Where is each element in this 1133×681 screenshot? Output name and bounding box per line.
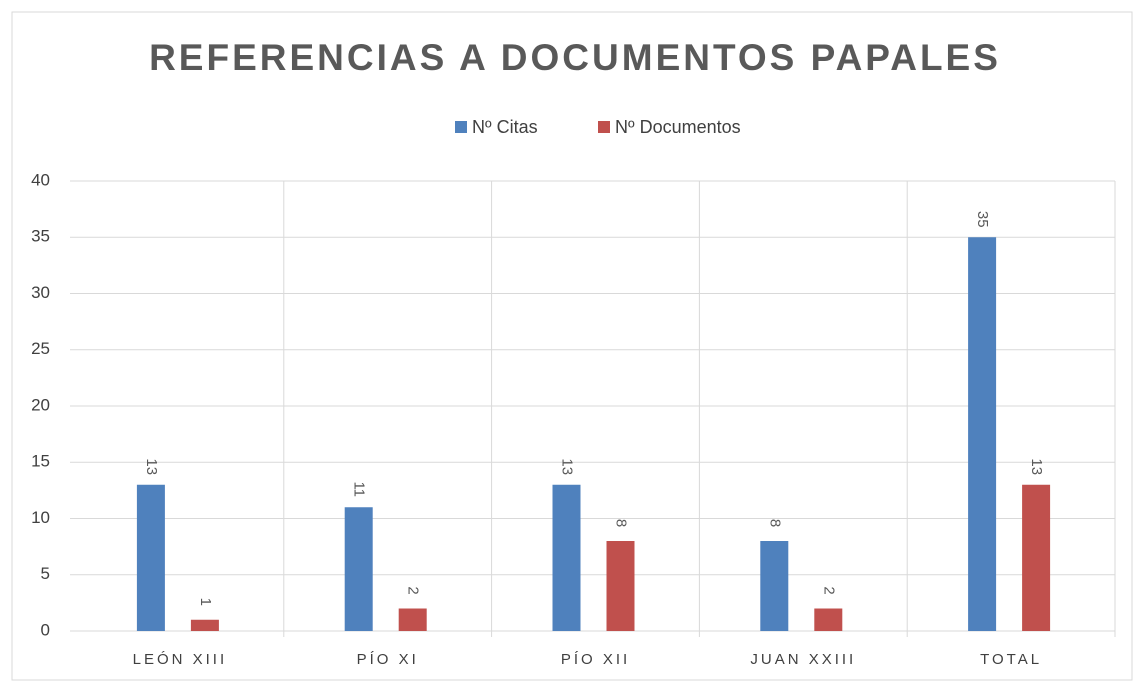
data-label: 2 [820,586,837,594]
y-tick-label: 30 [31,283,50,302]
y-tick-label: 25 [31,339,50,358]
data-label: 8 [766,519,783,527]
bar [190,619,219,631]
x-tick-label: TOTAL [980,651,1042,668]
x-tick-label: JUAN XXIII [750,651,856,668]
y-tick-label: 0 [41,620,50,639]
x-tick-label: PÍO XII [561,651,630,668]
data-label: 2 [405,586,422,594]
bar [1022,484,1051,631]
legend-label: Nº Documentos [615,117,741,137]
chart-title: REFERENCIAS A DOCUMENTOS PAPALES [149,37,1001,78]
bar [136,484,165,631]
legend-label: Nº Citas [472,117,538,137]
legend-swatch [455,121,467,133]
x-tick-label: PÍO XI [357,651,419,668]
bar [760,541,789,631]
x-tick-label: LEÓN XIII [133,651,228,668]
y-tick-label: 35 [31,227,50,246]
data-label: 8 [613,519,630,527]
y-tick-label: 20 [31,395,50,414]
y-tick-label: 10 [31,508,50,527]
data-label: 13 [143,458,160,475]
data-label: 35 [974,211,991,228]
data-label: 1 [197,598,214,606]
legend-swatch [598,121,610,133]
bar [398,608,427,631]
data-label: 13 [1028,458,1045,475]
data-label: 13 [559,458,576,475]
y-tick-label: 15 [31,452,50,471]
data-label: 11 [351,481,368,497]
bar [344,507,373,631]
bar [814,608,843,631]
y-tick-label: 5 [41,564,50,583]
bar [552,484,581,631]
y-tick-label: 40 [31,170,50,189]
bar [968,237,997,631]
bar [606,541,635,631]
